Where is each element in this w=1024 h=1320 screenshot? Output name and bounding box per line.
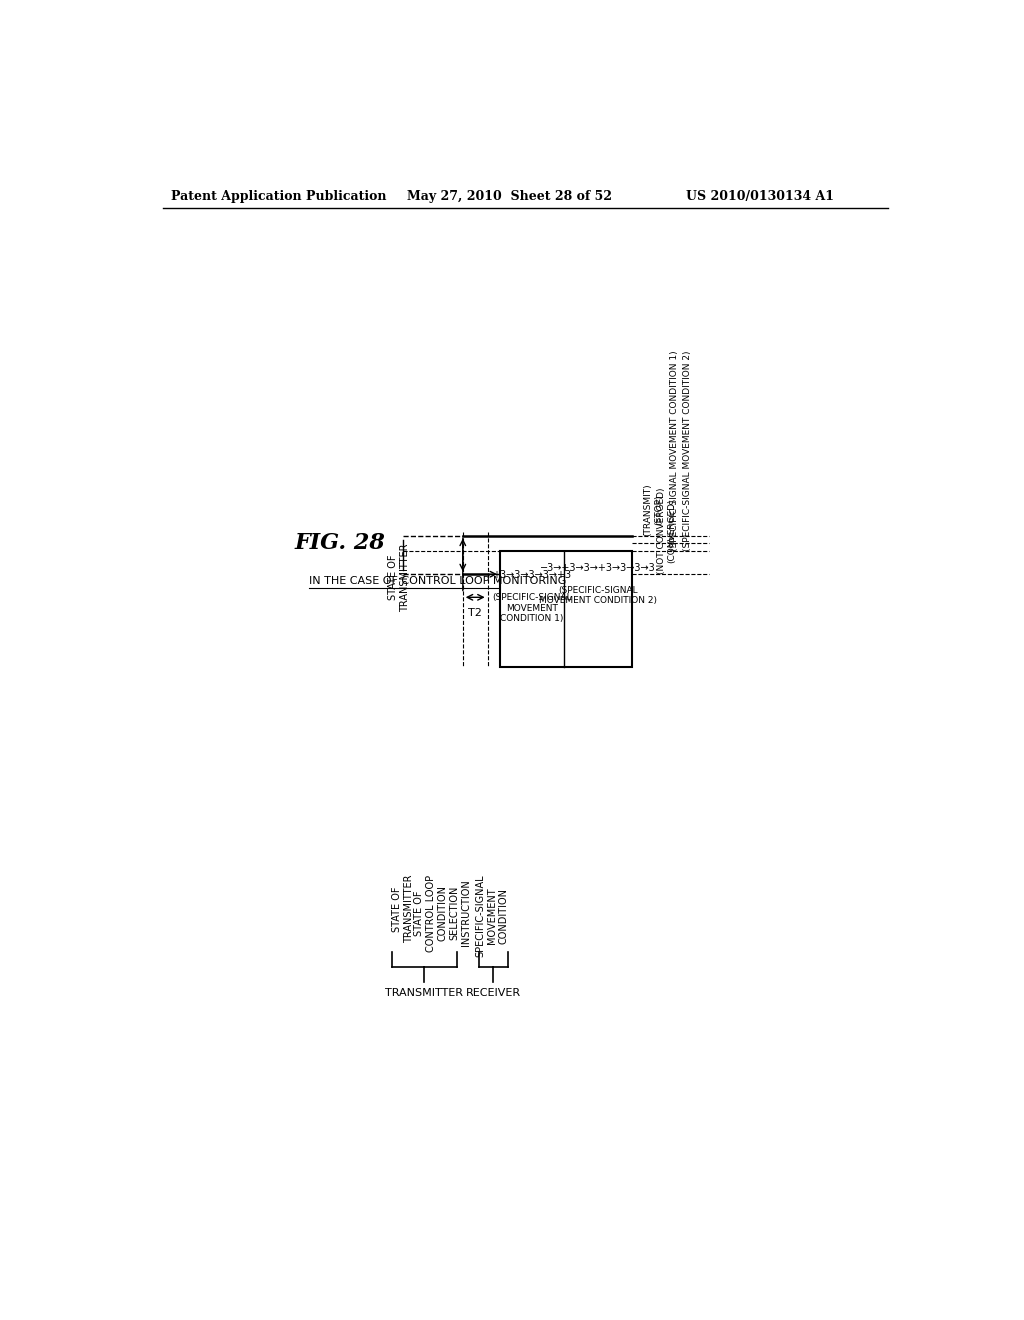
Text: (SPECIFIC-SIGNAL
MOVEMENT CONDITION 2): (SPECIFIC-SIGNAL MOVEMENT CONDITION 2) bbox=[539, 586, 656, 605]
Text: SPECIFIC-SIGNAL
MOVEMENT
CONDITION: SPECIFIC-SIGNAL MOVEMENT CONDITION bbox=[476, 875, 509, 957]
Text: Patent Application Publication: Patent Application Publication bbox=[171, 190, 386, 203]
Text: (SPECIFIC-SIGNAL MOVEMENT CONDITION 2): (SPECIFIC-SIGNAL MOVEMENT CONDITION 2) bbox=[683, 351, 692, 552]
Text: RECEIVER: RECEIVER bbox=[466, 989, 520, 998]
Text: (TRANSMIT)
(STOP): (TRANSMIT) (STOP) bbox=[643, 483, 663, 536]
Text: STATE OF
CONTROL LOOP
CONDITION
SELECTION
INSTRUCTION: STATE OF CONTROL LOOP CONDITION SELECTIO… bbox=[415, 875, 471, 952]
Text: (SPECIFIC-SIGNAL MOVEMENT CONDITION 1): (SPECIFIC-SIGNAL MOVEMENT CONDITION 1) bbox=[671, 351, 680, 552]
Text: +3→3→3→3→+3: +3→3→3→3→+3 bbox=[493, 570, 571, 581]
Text: May 27, 2010  Sheet 28 of 52: May 27, 2010 Sheet 28 of 52 bbox=[407, 190, 612, 203]
Text: TRANSMITTER: TRANSMITTER bbox=[385, 989, 463, 998]
Text: (NOT CONVERGED)
(CONVERGED): (NOT CONVERGED) (CONVERGED) bbox=[656, 487, 676, 574]
Text: −3→+3→3→+3→3→3→3: −3→+3→3→+3→3→3→3 bbox=[540, 562, 655, 573]
Text: IN THE CASE OF CONTROL LOOP MONITORING: IN THE CASE OF CONTROL LOOP MONITORING bbox=[308, 576, 566, 586]
Text: US 2010/0130134 A1: US 2010/0130134 A1 bbox=[686, 190, 834, 203]
Text: FIG. 28: FIG. 28 bbox=[295, 532, 385, 554]
Text: STATE OF
TRANSMITTER: STATE OF TRANSMITTER bbox=[392, 875, 414, 942]
Text: T2: T2 bbox=[468, 609, 482, 618]
Bar bbox=[500, 552, 632, 667]
Text: STATE OF
TRANSMITTER: STATE OF TRANSMITTER bbox=[388, 544, 410, 612]
Text: (SPECIFIC-SIGNAL
MOVEMENT
CONDITION 1): (SPECIFIC-SIGNAL MOVEMENT CONDITION 1) bbox=[492, 594, 571, 623]
